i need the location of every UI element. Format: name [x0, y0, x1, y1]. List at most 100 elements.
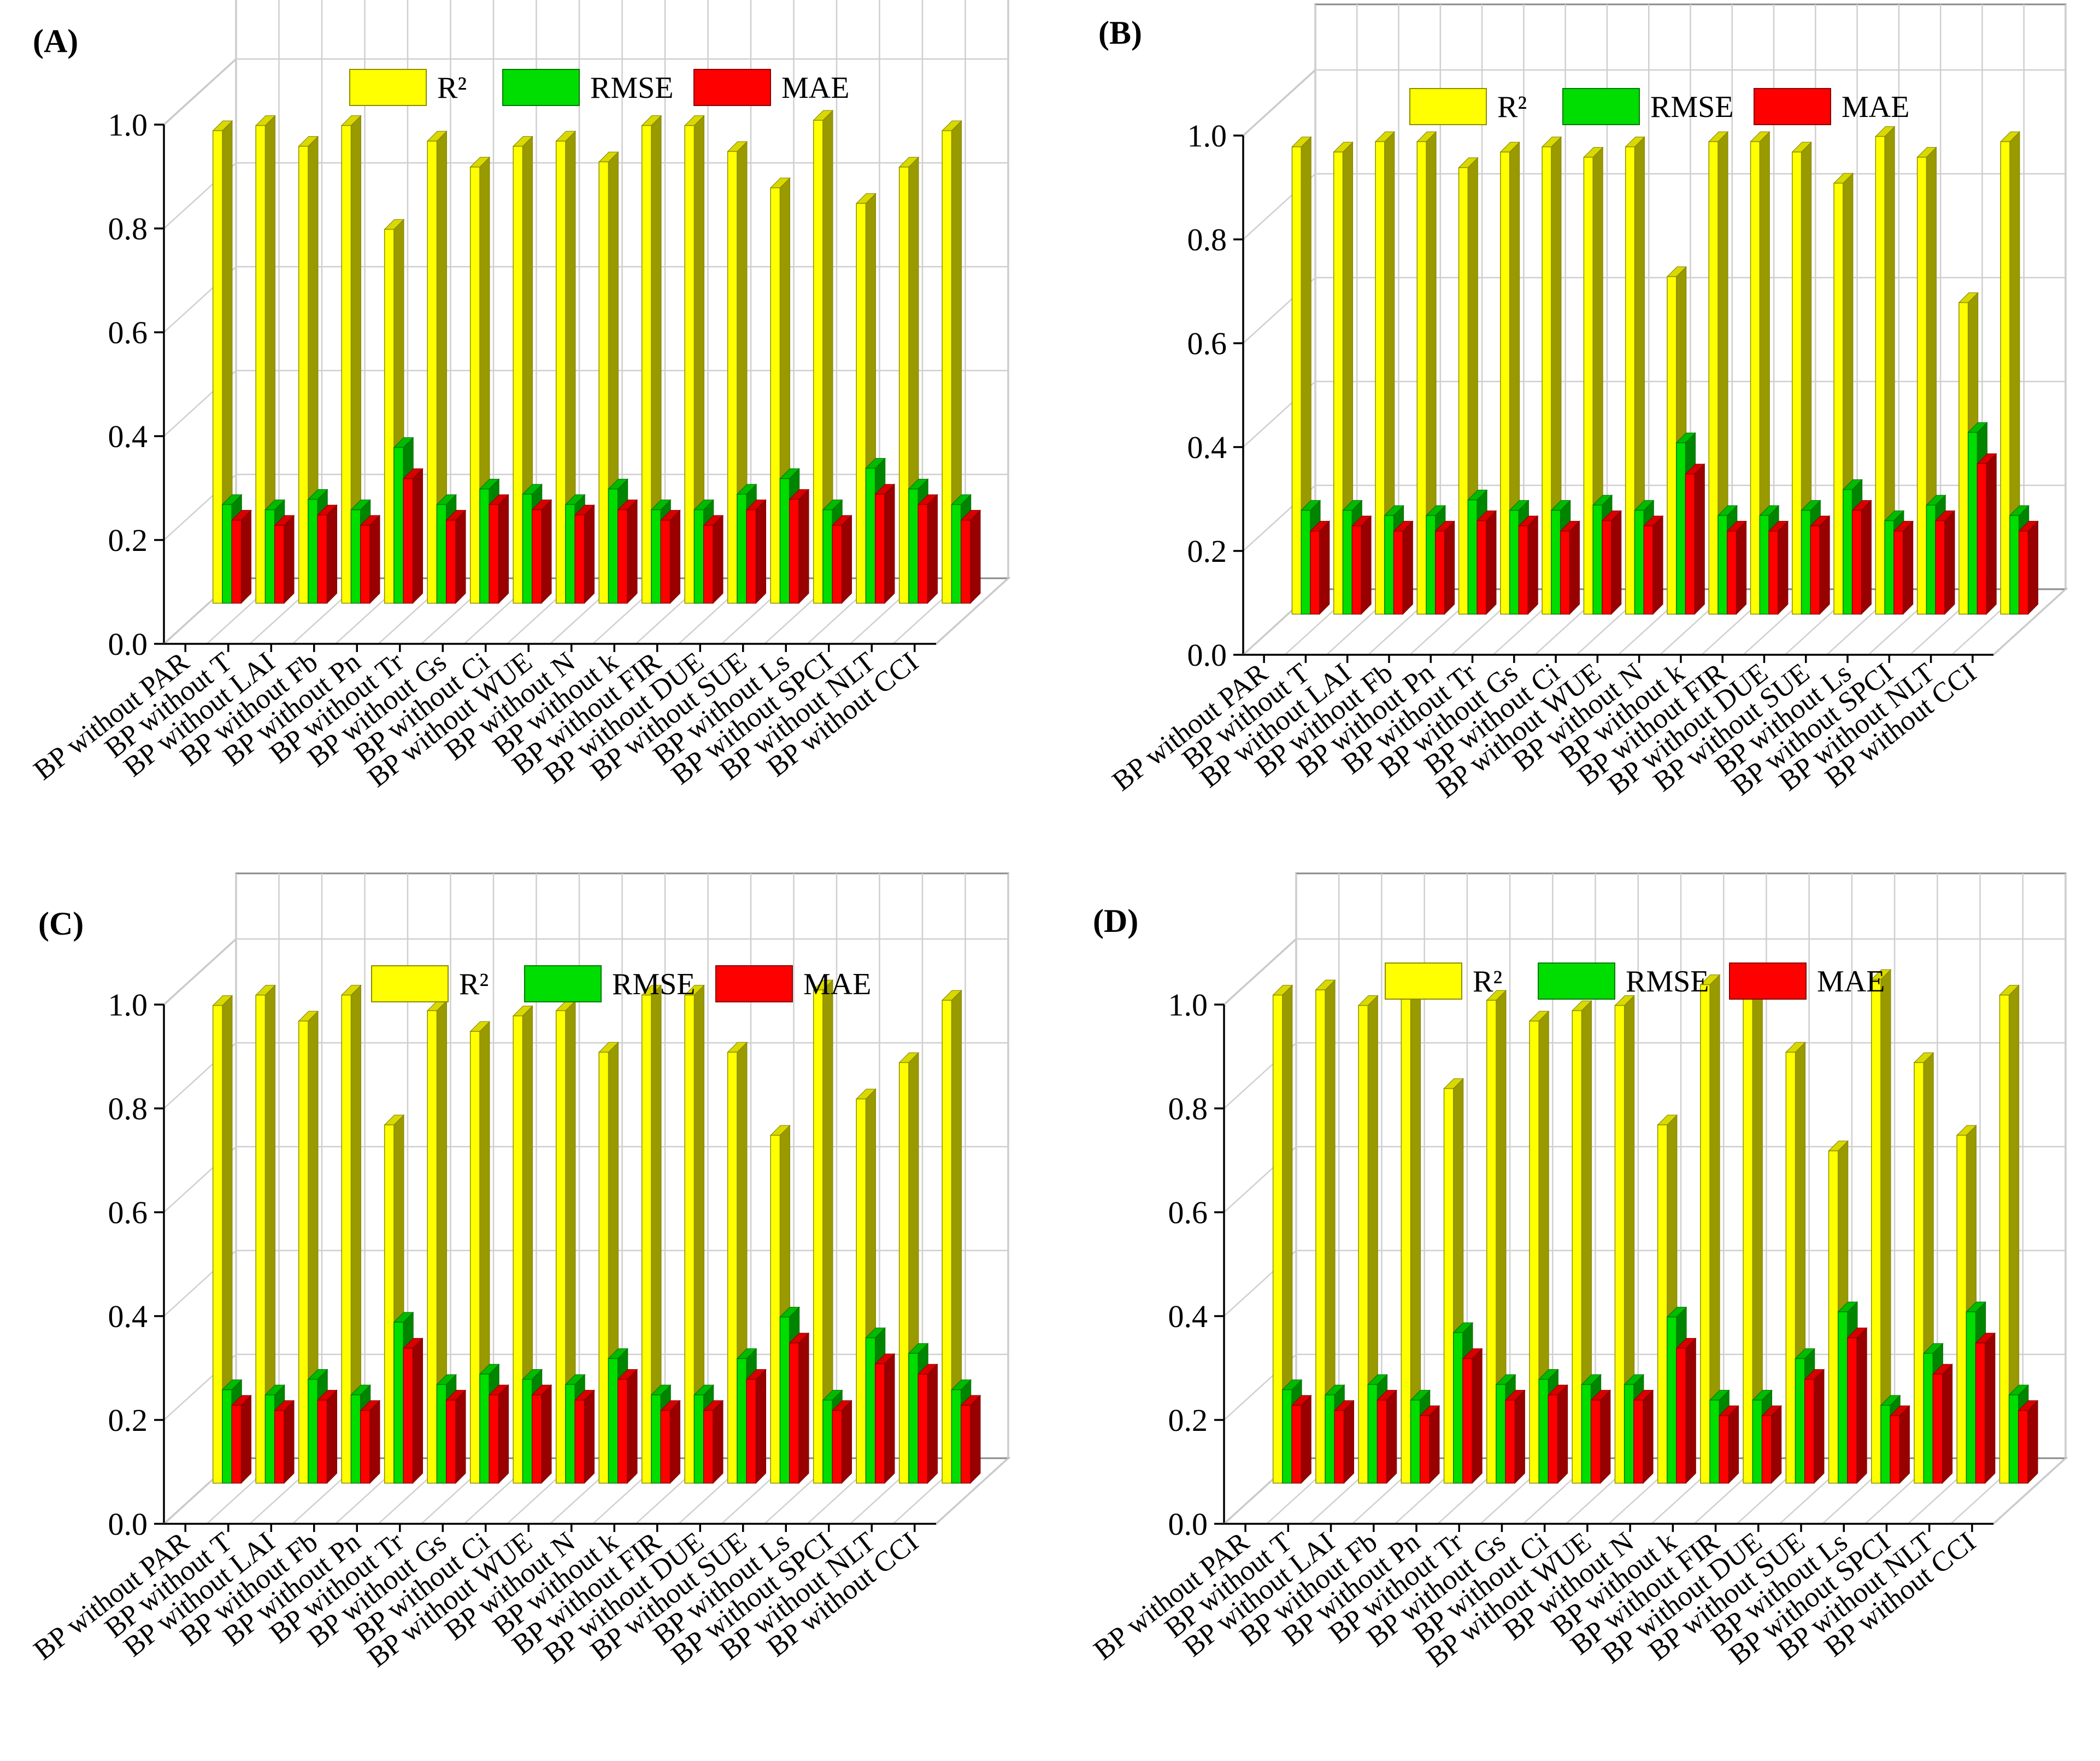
bar-side [1514, 1389, 1525, 1484]
bar-front [1435, 530, 1445, 615]
bar-r2 [1541, 136, 1562, 615]
bar-side [1527, 515, 1538, 615]
bar-front [308, 498, 318, 604]
legend-swatch [1729, 962, 1807, 1000]
bar-r2 [340, 984, 362, 1484]
bar-mae [1804, 1369, 1825, 1484]
bar-r2 [555, 130, 577, 604]
bar-front [1272, 994, 1283, 1484]
bar-front [598, 1052, 609, 1484]
legend-label: R² [1473, 965, 1502, 999]
bar-mae [1675, 1337, 1697, 1484]
bar-front [1828, 1150, 1839, 1484]
legend-swatch [715, 965, 793, 1002]
bar-side [1685, 1337, 1696, 1484]
bar-front [832, 525, 843, 604]
floor-grid [1993, 1458, 2066, 1524]
panel-label: (D) [1093, 903, 1138, 939]
y-tick-label: 0.8 [108, 211, 148, 246]
bar-side [413, 1337, 423, 1484]
bar-front [898, 166, 909, 604]
bar-mae [1601, 510, 1622, 615]
bar-front [617, 1378, 628, 1484]
bar-front [1548, 1394, 1558, 1484]
bar-front [1975, 1342, 1986, 1484]
bar-front [489, 1394, 499, 1484]
bar-front [1932, 1373, 1943, 1484]
bar-side [284, 514, 295, 604]
bar-mae [1334, 1400, 1355, 1484]
floor-grid [1993, 589, 2066, 655]
bar-side [327, 1389, 337, 1484]
bar-front [856, 203, 867, 604]
bar-front [1633, 1399, 1644, 1484]
y-tick-label: 0.6 [108, 1195, 148, 1230]
bar-front [2019, 530, 2029, 615]
bar-front [789, 1342, 799, 1484]
bar-side [1557, 1384, 1568, 1484]
bar-mae [231, 509, 252, 604]
bar-side [2027, 1400, 2038, 1484]
bar-front [1443, 1088, 1454, 1484]
bar-front [874, 494, 885, 604]
bar-front [384, 228, 395, 604]
bar-mae [445, 1389, 467, 1484]
bar-side [713, 1400, 723, 1484]
bar-front [951, 1389, 962, 1484]
y-tick-label: 0.6 [1168, 1195, 1208, 1230]
bar-r2 [684, 115, 705, 604]
bar-front [917, 1373, 928, 1484]
bar-front [1966, 1311, 1977, 1484]
bar-front [513, 145, 523, 604]
bar-mae [917, 494, 938, 604]
bar-front [2009, 515, 2020, 615]
bar-front [1509, 509, 1520, 615]
bar-front [898, 1062, 909, 1484]
bar-r2 [1614, 995, 1635, 1484]
bar-side [1942, 1363, 1953, 1484]
bar-r2 [1315, 979, 1336, 1484]
bar-side [1944, 510, 1955, 615]
bar-side [1386, 1389, 1397, 1484]
bar-r2 [426, 1000, 448, 1484]
bar-mae [403, 1337, 423, 1484]
bar-side [884, 1353, 895, 1484]
bar-front [1572, 1010, 1583, 1484]
bar-side [369, 514, 380, 604]
bar-side [970, 1394, 981, 1484]
legend-swatch [502, 69, 580, 106]
bar-front [874, 1363, 885, 1484]
bar-r2 [684, 984, 705, 1484]
bar-side [970, 509, 981, 604]
y-tick-label: 0.2 [108, 523, 148, 558]
bar-side [1600, 1389, 1611, 1484]
bar-side [413, 468, 423, 604]
bar-mae [874, 483, 896, 604]
bar-front [522, 1378, 533, 1484]
bar-front [1486, 1000, 1497, 1484]
floor-grid [936, 1458, 1009, 1524]
bar-mae [531, 1384, 552, 1484]
bar-front [641, 125, 652, 604]
y-tick-label: 0.0 [1187, 637, 1227, 673]
bar-front [231, 1405, 242, 1484]
bar-mae [1977, 453, 1997, 615]
bar-front [1315, 989, 1326, 1484]
bar-front [1291, 1405, 1302, 1484]
y-tick-label: 0.0 [1168, 1506, 1208, 1542]
bar-side [1652, 515, 1663, 615]
bar-side [1486, 510, 1497, 615]
bar-mae [960, 509, 981, 604]
bar-front [1358, 1005, 1369, 1484]
bar-front [1342, 509, 1353, 615]
bar-front [1614, 1005, 1625, 1484]
bar-side [1899, 1405, 1910, 1484]
bar-front [212, 1005, 223, 1484]
bar-front [1592, 504, 1603, 615]
bar-mae [1309, 520, 1331, 615]
bar-mae [489, 494, 509, 604]
bar-front [555, 1010, 566, 1484]
